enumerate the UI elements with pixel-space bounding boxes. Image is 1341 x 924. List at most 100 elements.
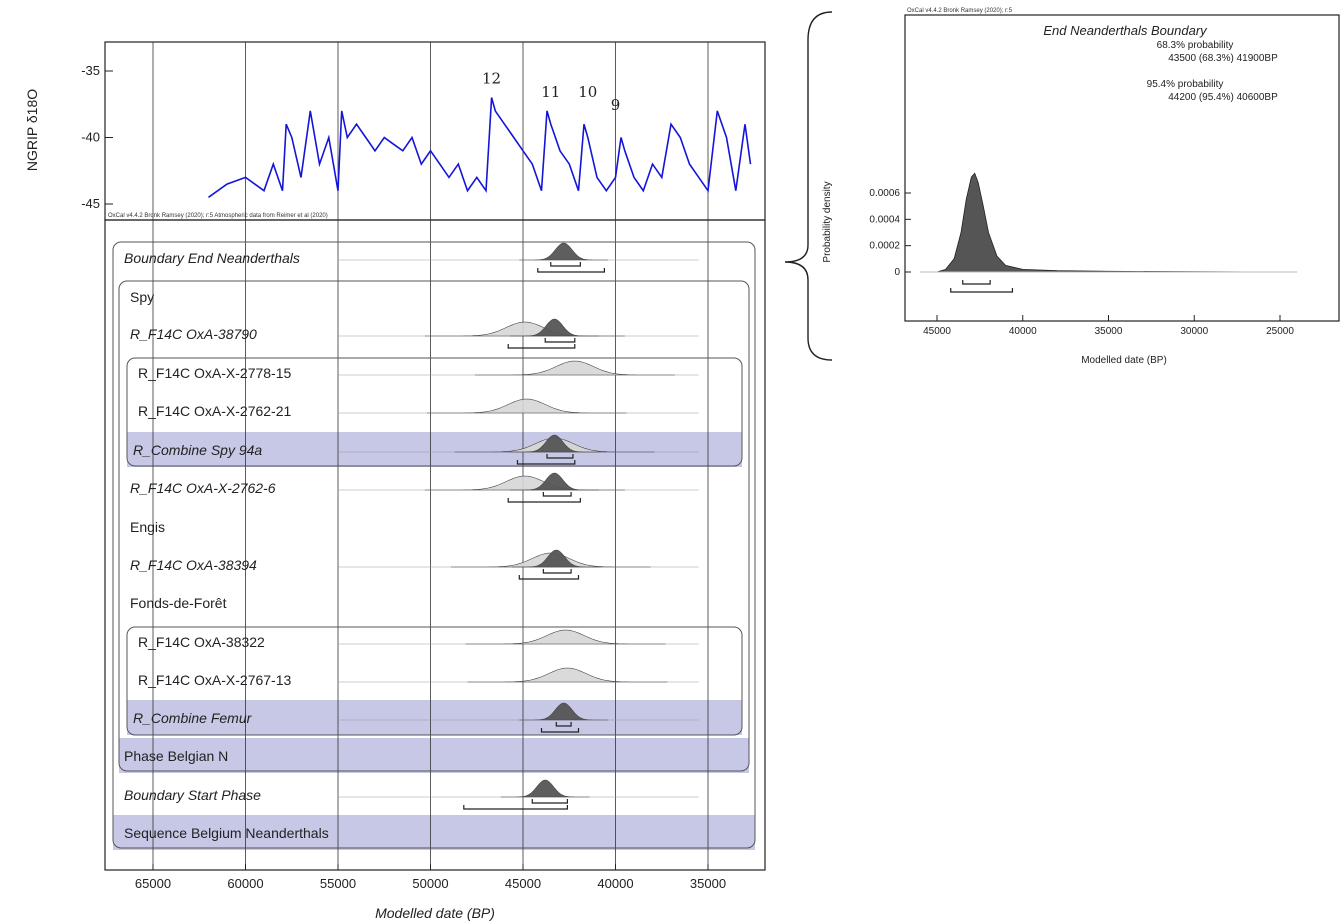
range-68 bbox=[546, 454, 574, 459]
inset-probability-line: 43500 (68.3%) 41900BP bbox=[1168, 53, 1278, 64]
x-tick-label: 50000 bbox=[412, 876, 448, 891]
row-label: Sequence Belgium Neanderthals bbox=[124, 825, 329, 841]
posterior-distribution bbox=[510, 434, 599, 453]
row-label: R_F14C OxA-X-2762-6 bbox=[130, 480, 276, 496]
inset-x-tick-label: 25000 bbox=[1266, 326, 1294, 337]
inset-probability-line: 68.3% probability bbox=[1157, 40, 1234, 51]
inset-y-axis-label: Probability density bbox=[822, 181, 833, 262]
row-band bbox=[127, 700, 742, 735]
model-plot-frame bbox=[104, 219, 766, 871]
inset-y-tick-label: 0.0004 bbox=[869, 214, 900, 225]
inset-probability-text: 68.3% probability 43500 (68.3%) 41900BP 95… bbox=[1147, 40, 1278, 103]
inset-ranges bbox=[950, 280, 1014, 293]
row-label: R_F14C OxA-X-2767-13 bbox=[138, 672, 292, 688]
ngrip-curve bbox=[208, 97, 752, 198]
combine-femur-box bbox=[126, 626, 743, 736]
peak-label: 11 bbox=[541, 83, 560, 101]
phase-box bbox=[118, 280, 750, 772]
inset-x-tick-label: 45000 bbox=[923, 326, 951, 337]
range-95 bbox=[540, 728, 580, 733]
range-95 bbox=[507, 344, 576, 349]
row-label: R_F14C OxA-38790 bbox=[130, 326, 257, 342]
range-68 bbox=[542, 569, 572, 574]
inset-y-tick-label: 0.0002 bbox=[869, 241, 900, 252]
shaded-bands bbox=[113, 432, 755, 850]
posterior-distribution bbox=[519, 702, 609, 721]
posterior-distribution bbox=[510, 472, 599, 491]
peak-label: 10 bbox=[578, 83, 597, 101]
row-band bbox=[119, 738, 749, 773]
peak-label: 9 bbox=[611, 96, 621, 114]
inset-frame bbox=[904, 14, 1340, 322]
climate-plot-frame bbox=[104, 41, 766, 221]
row-label: Boundary End Neanderthals bbox=[124, 250, 300, 266]
range-68 bbox=[550, 262, 581, 267]
inset-x-axis-label: Modelled date (BP) bbox=[1081, 355, 1167, 366]
row-label: Fonds-de-Forêt bbox=[130, 595, 227, 611]
range-95 bbox=[537, 268, 605, 273]
x-tick-label: 45000 bbox=[505, 876, 541, 891]
y-tick-label: -45 bbox=[81, 196, 100, 211]
row-label: R_F14C OxA-X-2762-21 bbox=[138, 403, 292, 419]
row-label: R_Combine Spy 94a bbox=[133, 442, 262, 458]
x-tick-label: 55000 bbox=[320, 876, 356, 891]
posterior-distribution bbox=[519, 242, 609, 261]
inset-range-68 bbox=[962, 280, 991, 285]
row-band bbox=[113, 815, 755, 850]
inset-x-tick-label: 40000 bbox=[1009, 326, 1037, 337]
combine-spy-box bbox=[126, 357, 743, 467]
range-68 bbox=[555, 722, 572, 727]
posterior-distribution bbox=[510, 318, 599, 337]
posterior-distribution bbox=[500, 779, 590, 798]
row-label: Phase Belgian N bbox=[124, 748, 228, 764]
peak-labels: 12 11 10 9 bbox=[482, 70, 620, 115]
row-label: Boundary Start Phase bbox=[124, 787, 261, 803]
range-95 bbox=[507, 498, 581, 503]
prior-distribution bbox=[424, 321, 625, 337]
inset-y-tick-label: 0.0006 bbox=[869, 188, 900, 199]
x-tick-label: 60000 bbox=[227, 876, 263, 891]
inset-x-tick-label: 30000 bbox=[1180, 326, 1208, 337]
inset-bracket bbox=[784, 11, 833, 361]
row-label: R_F14C OxA-38322 bbox=[138, 634, 265, 650]
x-tick-label: 65000 bbox=[135, 876, 171, 891]
inset-y-tick-label: 0 bbox=[894, 267, 900, 278]
range-95 bbox=[516, 460, 576, 465]
prior-distribution bbox=[474, 360, 675, 376]
climate-grid bbox=[152, 42, 709, 220]
inset-range-95 bbox=[950, 288, 1014, 293]
prior-distribution bbox=[426, 398, 627, 414]
main-x-ticks: 65000 60000 55000 50000 45000 40000 35000 bbox=[135, 864, 726, 891]
range-68 bbox=[542, 492, 572, 497]
posterior-distribution bbox=[511, 549, 601, 568]
distributions bbox=[338, 242, 699, 810]
row-label: R_F14C OxA-X-2778-15 bbox=[138, 365, 292, 381]
row-label: Engis bbox=[130, 519, 165, 535]
inset-credit: OxCal v4.4.2 Bronk Ramsey (2020); r:5 bbox=[907, 8, 1013, 14]
prior-distribution bbox=[424, 475, 625, 491]
prior-distribution bbox=[467, 667, 668, 683]
y-axis-label: NGRIP δ18O bbox=[24, 89, 40, 171]
inset-title: End Neanderthals Boundary bbox=[1043, 23, 1208, 38]
row-label: Spy bbox=[130, 289, 154, 305]
prior-distribution bbox=[465, 629, 666, 645]
x-tick-label: 35000 bbox=[690, 876, 726, 891]
range-68 bbox=[531, 799, 568, 804]
y-tick-label: -35 bbox=[81, 63, 100, 78]
inset-y-ticks: 0.0006 0.0004 0.0002 0 bbox=[869, 188, 911, 278]
inset-density-area bbox=[936, 172, 1281, 273]
row-label: R_Combine Femur bbox=[133, 710, 253, 726]
credit-text: OxCal v4.4.2 Bronk Ramsey (2020); r:5 At… bbox=[108, 213, 328, 219]
inset-x-tick-label: 35000 bbox=[1095, 326, 1123, 337]
row-band bbox=[127, 432, 742, 467]
inset-x-ticks: 45000 40000 35000 30000 25000 bbox=[923, 315, 1294, 337]
range-95 bbox=[518, 575, 580, 580]
inset-probability-line: 95.4% probability bbox=[1147, 79, 1224, 90]
model-grid bbox=[152, 220, 709, 870]
x-axis-label: Modelled date (BP) bbox=[375, 905, 495, 921]
peak-label: 12 bbox=[482, 70, 501, 88]
row-labels: Boundary End Neanderthals Spy R_F14C OxA-3… bbox=[124, 250, 329, 841]
y-tick-label: -40 bbox=[81, 130, 100, 145]
x-tick-label: 40000 bbox=[597, 876, 633, 891]
